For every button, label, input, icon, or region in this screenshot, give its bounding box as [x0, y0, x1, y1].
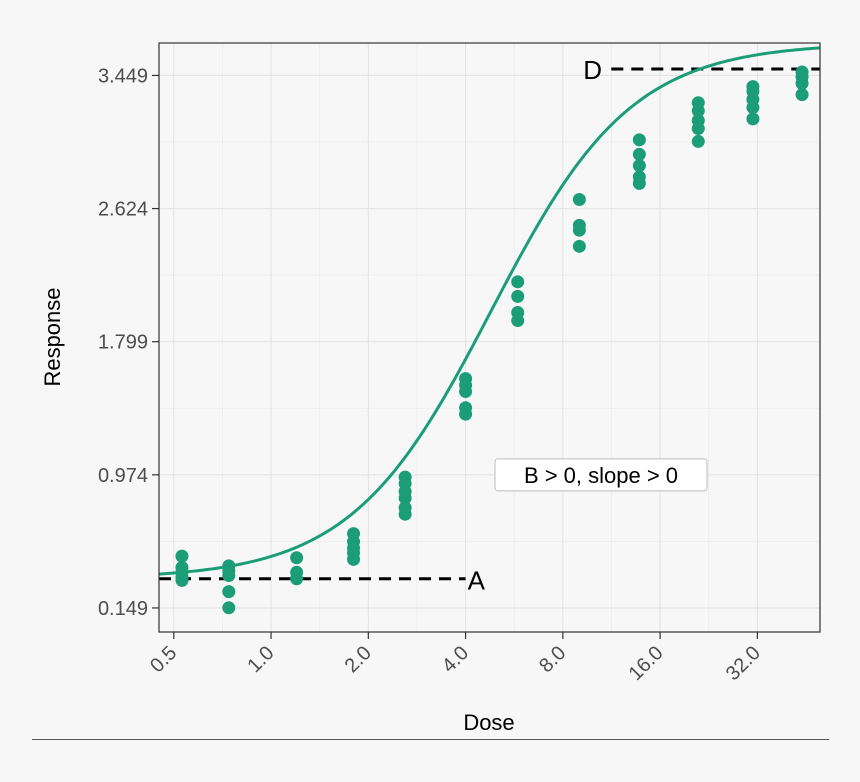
bottom-rule	[32, 739, 829, 740]
y-tick-label: 1.799	[98, 332, 148, 354]
x-tick-label: 0.5	[146, 642, 181, 677]
x-axis-title: Dose	[463, 710, 514, 735]
reference-lines	[159, 67, 820, 581]
data-point	[290, 551, 304, 565]
y-tick-label: 2.624	[98, 199, 148, 221]
data-point	[632, 147, 646, 161]
annotation-a-label: A	[468, 566, 486, 596]
x-tick-label: 1.0	[243, 642, 278, 677]
data-point	[691, 122, 705, 136]
data-point	[459, 407, 473, 421]
data-point	[572, 193, 586, 207]
data-point	[511, 289, 525, 303]
panel-background	[159, 43, 820, 632]
y-axis-title: Response	[40, 287, 65, 386]
fit-curve	[158, 46, 821, 576]
grid	[159, 43, 820, 632]
data-point	[175, 573, 189, 587]
annotation-d-label: D	[583, 55, 602, 85]
data-point	[459, 385, 473, 399]
data-point	[511, 314, 525, 328]
annotation-box	[494, 458, 708, 492]
data-point	[746, 101, 760, 115]
data-point	[347, 552, 361, 566]
data-point	[290, 572, 304, 586]
x-tick-label: 4.0	[438, 642, 473, 677]
data-point	[632, 176, 646, 190]
data-point	[222, 601, 236, 615]
y-tick-label: 0.149	[98, 598, 148, 620]
data-point	[795, 76, 809, 90]
panel-border	[158, 42, 821, 633]
data-point	[795, 88, 809, 102]
data-point	[691, 104, 705, 118]
annotations: A D B > 0, slope > 0	[468, 55, 708, 596]
x-tick-label: 2.0	[341, 642, 376, 677]
data-points	[175, 65, 809, 615]
x-tick-label: 8.0	[535, 642, 570, 677]
data-point	[632, 133, 646, 147]
data-point	[511, 275, 525, 289]
x-tick-label: 16.0	[625, 642, 668, 685]
data-point	[572, 223, 586, 237]
data-point	[398, 507, 412, 521]
data-point	[632, 159, 646, 173]
data-point	[572, 239, 586, 253]
y-tick-label: 3.449	[98, 65, 148, 87]
annotation-box-text: B > 0, slope > 0	[524, 463, 678, 488]
data-point	[691, 134, 705, 148]
y-tick-label: 0.974	[98, 465, 148, 487]
data-point	[175, 549, 189, 563]
data-point	[746, 112, 760, 126]
data-point	[222, 585, 236, 599]
data-point	[222, 569, 236, 583]
x-tick-label: 32.0	[722, 642, 765, 685]
fit-curve-layer	[158, 46, 821, 576]
data-point	[398, 491, 412, 505]
